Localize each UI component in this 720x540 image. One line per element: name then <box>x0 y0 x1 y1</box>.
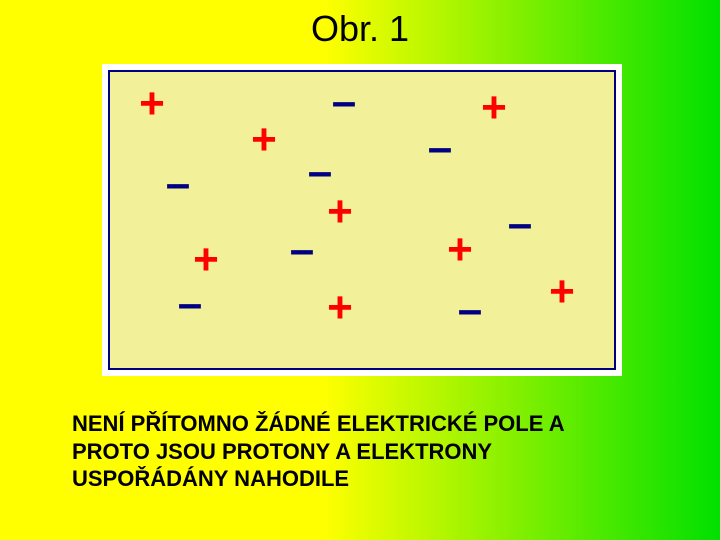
electron-particle: – <box>332 80 356 124</box>
electron-particle: – <box>458 288 482 332</box>
figure-title: Obr. 1 <box>0 8 720 50</box>
proton-particle: + <box>327 286 353 330</box>
electron-particle: – <box>428 126 452 170</box>
figure-caption: NENÍ PŘÍTOMNO ŽÁDNÉ ELEKTRICKÉ POLE A PR… <box>72 410 632 493</box>
proton-particle: + <box>447 228 473 272</box>
slide-background: Obr. 1 NENÍ PŘÍTOMNO ŽÁDNÉ ELEKTRICKÉ PO… <box>0 0 720 540</box>
electron-particle: – <box>178 282 202 326</box>
proton-particle: + <box>251 118 277 162</box>
electron-particle: – <box>166 162 190 206</box>
proton-particle: + <box>327 190 353 234</box>
proton-particle: + <box>549 270 575 314</box>
proton-particle: + <box>139 82 165 126</box>
proton-particle: + <box>481 86 507 130</box>
electron-particle: – <box>290 228 314 272</box>
electron-particle: – <box>508 202 532 246</box>
proton-particle: + <box>193 238 219 282</box>
